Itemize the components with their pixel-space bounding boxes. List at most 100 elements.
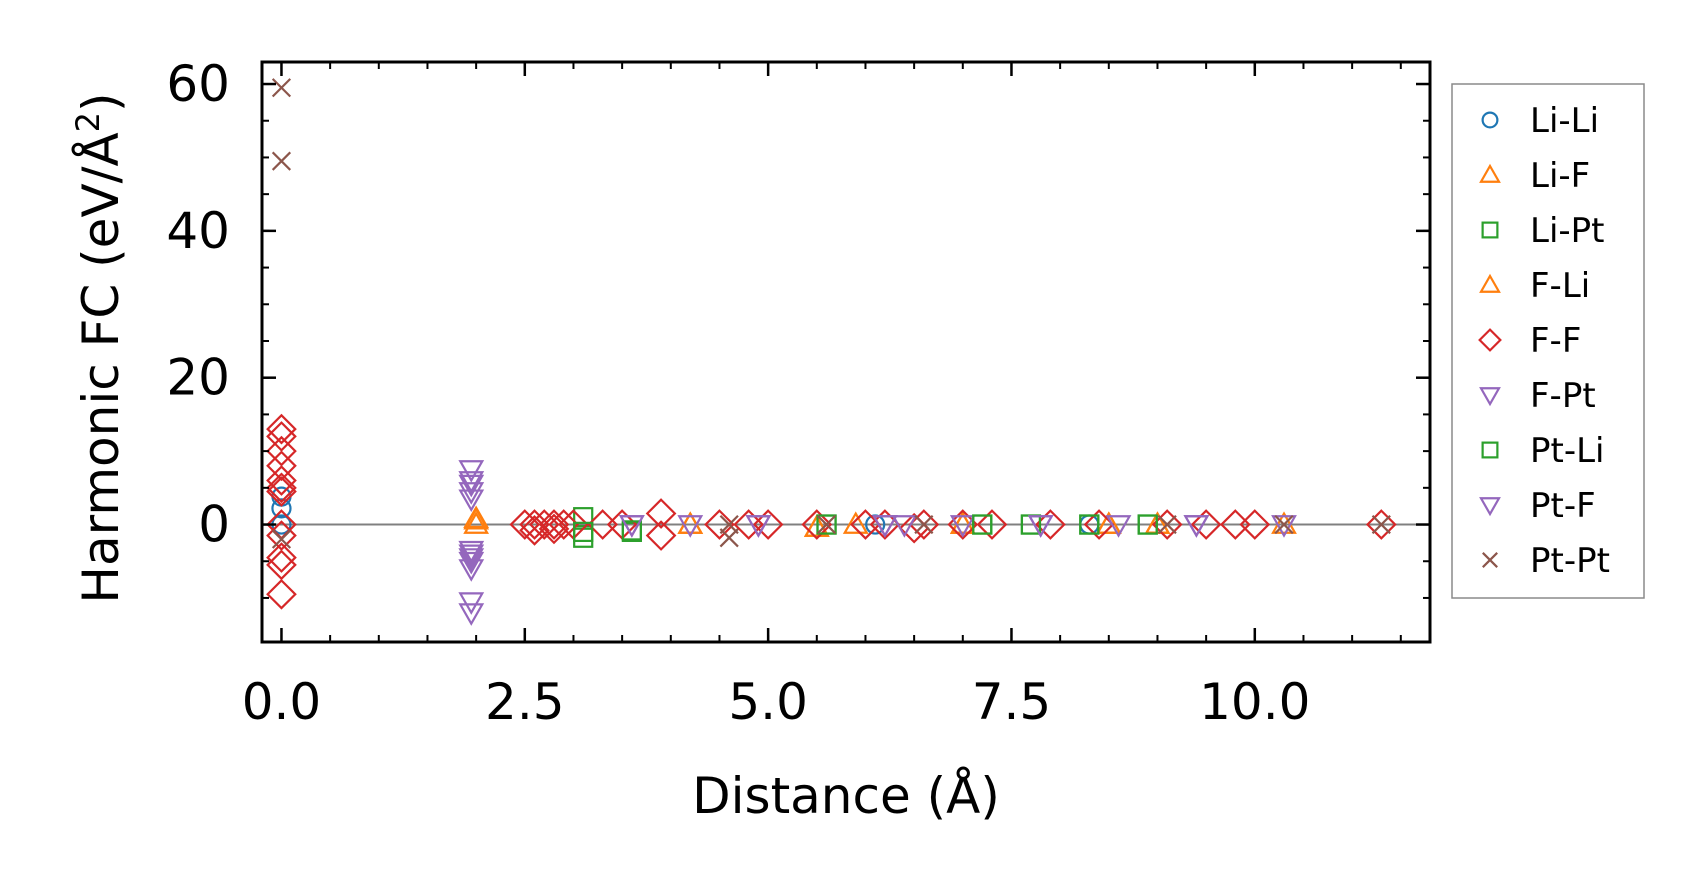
- data-point-pt-f: [458, 471, 485, 494]
- data-point-pt-li: [816, 514, 837, 535]
- data-point-f-pt: [458, 482, 485, 505]
- x-tick-label: 10.0: [1199, 673, 1310, 731]
- data-marker-layer: [266, 78, 1397, 626]
- data-point-pt-li: [972, 514, 993, 535]
- data-point-f-f: [1239, 509, 1271, 540]
- y-tick-label: 0: [198, 496, 230, 554]
- data-point-f-f: [1083, 509, 1115, 540]
- data-point-f-f: [1190, 509, 1222, 540]
- data-point-f-pt: [458, 559, 485, 582]
- data-point-pt-f: [1183, 515, 1210, 538]
- legend-marker-li-li: [1481, 111, 1499, 129]
- plot-frame: [260, 60, 1432, 644]
- data-point-pt-li: [621, 520, 642, 541]
- y-axis-label-close: ): [72, 92, 130, 112]
- legend-marker-f-pt: [1479, 387, 1501, 407]
- x-tick-label: 5.0: [728, 673, 808, 731]
- data-point-pt-pt: [719, 528, 739, 548]
- x-axis-label: Distance (Å): [692, 767, 1000, 825]
- data-point-f-f: [908, 509, 940, 540]
- y-tick-label: 60: [166, 55, 230, 113]
- data-point-f-li: [949, 511, 976, 534]
- data-point-f-pt: [1105, 515, 1132, 538]
- data-point-f-f: [1035, 509, 1066, 540]
- data-point-f-f: [976, 509, 1008, 540]
- legend: Li-Li Li-F Li-Pt F-Li F-F F-Pt Pt-Li Pt-F Pt-Pt: [1451, 83, 1645, 599]
- data-point-f-f: [548, 509, 580, 540]
- x-tick-label: 2.5: [485, 673, 565, 731]
- legend-marker-f-f: [1478, 328, 1502, 352]
- data-point-f-f: [1365, 509, 1397, 540]
- data-point-f-pt: [458, 592, 485, 615]
- data-point-pt-f: [458, 551, 485, 575]
- data-point-f-f: [752, 509, 784, 540]
- data-point-pt-pt: [1274, 514, 1294, 535]
- data-point-f-f: [266, 450, 297, 482]
- series-pt-li: [573, 514, 1158, 542]
- data-point-f-f: [538, 513, 570, 545]
- data-point-f-f: [645, 520, 677, 551]
- legend-label-pt-li: Pt-Li: [1530, 431, 1605, 471]
- legend-label-pt-f: Pt-F: [1530, 486, 1596, 526]
- legend-frame: [1451, 83, 1645, 599]
- legend-marker-li-pt: [1481, 221, 1499, 239]
- data-point-f-f: [266, 413, 297, 445]
- data-point-li-li: [271, 498, 292, 519]
- x-tick-label: 0.0: [242, 673, 322, 731]
- data-point-f-f: [266, 476, 297, 507]
- data-point-f-pt: [458, 474, 485, 498]
- y-axis-label-main: Harmonic FC (eV/Å: [72, 132, 130, 603]
- data-point-pt-pt: [1157, 514, 1177, 535]
- data-point-f-li: [677, 511, 704, 534]
- data-point-f-f: [801, 509, 833, 540]
- y-tick-label: 20: [166, 349, 230, 407]
- data-point-f-f: [266, 578, 297, 610]
- data-point-f-f: [704, 509, 735, 540]
- data-point-li-f: [463, 511, 490, 534]
- data-point-f-pt: [1271, 515, 1297, 538]
- data-point-li-pt: [573, 527, 594, 548]
- data-point-li-f: [842, 511, 869, 534]
- data-point-f-pt: [949, 515, 976, 538]
- legend-label-li-pt: Li-Pt: [1530, 211, 1605, 251]
- data-point-pt-f: [618, 515, 645, 538]
- data-point-f-pt: [458, 460, 485, 483]
- legend-label-li-li: Li-Li: [1530, 101, 1599, 141]
- data-point-li-f: [1271, 511, 1297, 534]
- series-f-f: [266, 413, 1397, 610]
- data-point-pt-f: [872, 515, 898, 538]
- data-point-pt-pt: [271, 151, 292, 171]
- y-axis-label: Harmonic FC (eV/Å2): [69, 92, 130, 603]
- data-point-pt-pt: [271, 529, 292, 549]
- data-point-pt-pt: [271, 78, 292, 98]
- series-f-li: [463, 506, 1171, 537]
- data-point-pt-pt: [1371, 514, 1391, 535]
- data-point-f-f: [645, 498, 677, 529]
- axes-layer: [260, 60, 1432, 644]
- data-point-pt-li: [573, 521, 594, 542]
- data-point-pt-pt: [816, 514, 837, 535]
- data-point-f-li: [463, 506, 490, 530]
- data-point-f-pt: [458, 540, 485, 564]
- legend-label-f-pt: F-Pt: [1530, 376, 1596, 416]
- data-point-f-f: [1151, 509, 1183, 540]
- data-point-f-li: [1095, 511, 1122, 534]
- data-point-f-pt: [458, 603, 485, 626]
- data-point-pt-li: [1079, 514, 1100, 535]
- series-pt-f: [458, 471, 1210, 575]
- legend-label-li-f: Li-F: [1530, 156, 1590, 196]
- data-point-f-li: [803, 514, 830, 537]
- data-point-f-f: [266, 421, 297, 452]
- legend-label-f-li: F-Li: [1530, 266, 1590, 306]
- data-point-pt-pt: [914, 514, 934, 535]
- data-point-f-f: [266, 549, 297, 581]
- data-point-pt-li: [1137, 514, 1158, 535]
- legend-marker-pt-pt: [1482, 552, 1498, 568]
- legend-label-pt-pt: Pt-Pt: [1530, 541, 1610, 581]
- axis-label-layer: 0.0 2.5 5.0 7.5 10.0 0 20 40 60 Distance (Å) Harmo…: [69, 55, 1310, 825]
- legend-marker-pt-li: [1481, 441, 1499, 459]
- data-point-f-f: [266, 542, 297, 573]
- y-tick-label: 40: [166, 202, 230, 260]
- data-point-f-pt: [458, 548, 485, 571]
